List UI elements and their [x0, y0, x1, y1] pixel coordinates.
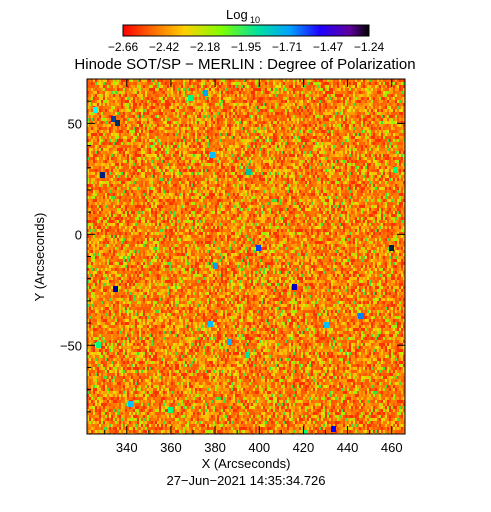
colorbar-tick-label: −1.47 [313, 40, 344, 54]
y-tick-label: 50 [68, 116, 82, 131]
x-axis: 340 360 380 400 420 440 460 [104, 79, 403, 455]
colorbar-tick-label: −1.24 [354, 40, 385, 54]
colorbar-tick-label: −1.71 [272, 40, 303, 54]
colorbar-label: Log [226, 7, 248, 22]
x-tick-label: 460 [381, 440, 403, 455]
y-axis-label: Y (Arcseconds) [32, 213, 47, 302]
y-axis: 50 0 −50 [60, 100, 405, 413]
x-tick-label: 380 [204, 440, 226, 455]
heatmap-field [87, 79, 405, 434]
x-tick-label: 360 [160, 440, 182, 455]
colorbar-tick-label: −2.66 [108, 40, 139, 54]
x-tick-label: 340 [116, 440, 138, 455]
x-tick-label: 420 [293, 440, 315, 455]
colorbar-tick-labels: −2.66 −2.42 −2.18 −1.95 −1.71 −1.47 −1.24 [108, 40, 385, 54]
chart-title: Hinode SOT/SP − MERLIN : Degree of Polar… [74, 56, 415, 73]
colorbar-tick-label: −2.42 [149, 40, 180, 54]
timestamp: 27−Jun−2021 14:35:34.726 [166, 473, 325, 488]
colorbar [122, 24, 370, 37]
x-tick-label: 400 [248, 440, 270, 455]
colorbar-tick-label: −1.95 [231, 40, 262, 54]
y-tick-label: −50 [60, 338, 82, 353]
colorbar-label-sub: 10 [250, 15, 260, 25]
colorbar-tick-label: −2.18 [190, 40, 221, 54]
y-tick-label: 0 [75, 227, 82, 242]
x-tick-label: 440 [337, 440, 359, 455]
x-axis-label: X (Arcseconds) [202, 456, 291, 471]
